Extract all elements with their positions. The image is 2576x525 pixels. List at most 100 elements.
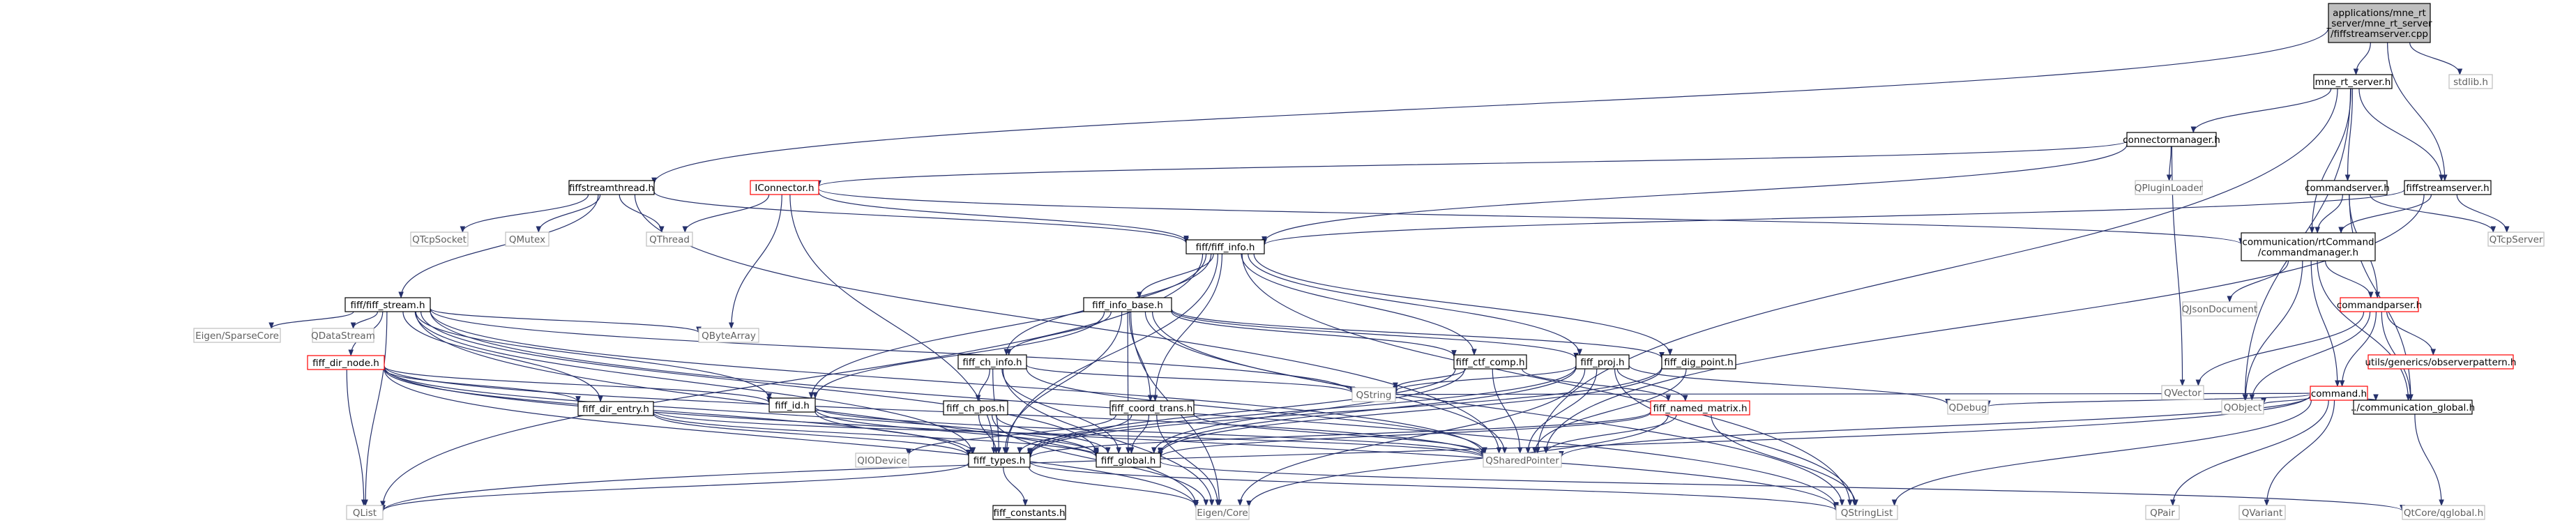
edge-commandmanager-to-qjsondocument xyxy=(2227,260,2289,303)
edge-fiffstreamthread-to-fiff_stream xyxy=(398,194,599,298)
edge-fiff_info-to-fiff_ctf_comp xyxy=(1241,253,1477,356)
node-label-fiff_types: fiff_types.h xyxy=(973,455,1026,466)
node-fiff_constants[interactable]: fiff_constants.h xyxy=(992,505,1066,520)
node-label-qpluginloader: QPluginLoader xyxy=(2135,183,2204,194)
edge-fiff_info_base-to-fiff_ctf_comp xyxy=(1171,311,1457,357)
edge-fiff_ch_info-to-qstring xyxy=(1026,364,1355,394)
node-fiff_ch_info[interactable]: fiff_ch_info.h xyxy=(957,354,1027,370)
node-connectormanager[interactable]: connectormanager.h xyxy=(2123,132,2220,147)
edge-commandparser-to-command xyxy=(2339,311,2377,387)
node-fiff_dig_point[interactable]: fiff_dig_point.h xyxy=(1661,354,1736,370)
edge-fiff_info_base-to-fiff_types xyxy=(1002,311,1123,454)
edge-fiff_info_base-to-qstringlist xyxy=(1151,311,1845,506)
edge-fiff_ch_pos-to-fiff_global xyxy=(995,414,1111,454)
node-eigensparse: Eigen/SparseCore xyxy=(193,328,281,343)
node-box-qjsondocument xyxy=(2182,301,2257,317)
node-box-qiodevice xyxy=(855,452,909,468)
edge-command-to-qvariant xyxy=(2264,400,2335,506)
node-box-commandparser xyxy=(2340,297,2419,312)
edge-fiff_dir_entry-to-fiff_types xyxy=(653,413,971,457)
edge-fiff_types-to-eigencore xyxy=(1029,466,1199,508)
node-utils_observer[interactable]: utils/generics/observerpattern.h xyxy=(2365,354,2517,370)
node-box-eigensparse xyxy=(193,328,281,343)
node-fiff_dir_node[interactable]: fiff_dir_node.h xyxy=(307,355,385,370)
node-fiff_coord_trans[interactable]: fiff_coord_trans.h xyxy=(1109,400,1195,416)
node-box-mne_rt_server xyxy=(2313,74,2393,89)
edge-fiff_coord_trans-to-fiff_global xyxy=(1128,414,1150,454)
node-label-fiff_ch_info: fiff_ch_info.h xyxy=(962,357,1022,368)
edge-fiffstreamthread-to-qmutex xyxy=(536,194,601,233)
node-iconnector[interactable]: IConnector.h xyxy=(750,180,819,195)
edge-fiff_global-to-qtcore_global xyxy=(1160,461,2405,512)
node-label-commandmanager: communication/rtCommand xyxy=(2242,237,2374,248)
edge-fiff_id-to-fiff_types xyxy=(815,411,976,454)
node-fiff_proj[interactable]: fiff_proj.h xyxy=(1575,354,1630,370)
node-fiff_ch_pos[interactable]: fiff_ch_pos.h xyxy=(943,400,1008,416)
edge-root-to-mne_rt_server xyxy=(2353,42,2371,75)
node-qdatastream: QDataStream xyxy=(311,328,375,343)
node-qobject: QObject xyxy=(2221,400,2264,415)
node-box-qtcpserver xyxy=(2487,231,2545,247)
node-fiffstreamthread[interactable]: fiffstreamthread.h xyxy=(568,180,655,195)
edge-commandserver-to-qtcpserver xyxy=(2370,194,2497,233)
node-fiff_info[interactable]: fiff/fiff_info.h xyxy=(1185,239,1265,254)
edge-fiff_info_base-to-fiff_dig_point xyxy=(1171,309,1665,359)
edge-fiff_stream-to-qbytearray xyxy=(430,307,702,334)
node-commandmanager[interactable]: communication/rtCommand/commandmanager.h xyxy=(2241,232,2376,261)
node-box-iconnector xyxy=(750,180,819,195)
edge-fiff_ch_info-to-fiff_ch_pos xyxy=(975,368,990,402)
node-command[interactable]: command.h xyxy=(2310,386,2368,401)
node-fiff_types[interactable]: fiff_types.h xyxy=(968,452,1031,468)
node-fiff_global[interactable]: fiff_global.h xyxy=(1096,452,1161,468)
edge-fiff_stream-to-fiff_id xyxy=(415,311,772,400)
node-label-qtcpserver: QTcpServer xyxy=(2490,234,2543,245)
node-commandserver[interactable]: commandserver.h xyxy=(2305,180,2390,195)
edge-commandmanager-to-commandparser xyxy=(2324,260,2374,298)
edge-fiff_info-to-fiff_info_base xyxy=(1137,253,1214,298)
node-communication_global[interactable]: ../communication_global.h xyxy=(2351,400,2475,415)
node-fiff_dir_entry[interactable]: fiff_dir_entry.h xyxy=(577,401,654,416)
node-box-fiffstreamserver xyxy=(2404,180,2492,195)
node-fiff_named_matrix[interactable]: fiff_named_matrix.h xyxy=(1650,400,1750,416)
node-box-commandmanager xyxy=(2241,232,2376,261)
node-mne_rt_server[interactable]: mne_rt_server.h xyxy=(2313,74,2393,89)
node-box-qpair xyxy=(2145,505,2180,520)
node-box-qpluginloader xyxy=(2135,180,2203,195)
edge-iconnector-to-qthread xyxy=(682,194,770,233)
edge-fiffstreamserver-to-qtcpserver xyxy=(2456,194,2510,233)
edge-fiffstreamthread-to-qthread xyxy=(619,194,665,233)
node-fiff_ctf_comp[interactable]: fiff_ctf_comp.h xyxy=(1453,354,1527,370)
edge-fiff_proj-to-qstring xyxy=(1393,365,1577,393)
node-fiff_id[interactable]: fiff_id.h xyxy=(768,397,816,413)
node-box-eigencore xyxy=(1195,505,1250,520)
node-label-fiffstreamthread: fiffstreamthread.h xyxy=(569,183,654,194)
node-box-qmutex xyxy=(505,231,550,247)
node-qpluginloader: QPluginLoader xyxy=(2135,180,2204,195)
node-box-fiff_constants xyxy=(992,505,1066,520)
edge-fiffstreamthread-to-qtcpsocket xyxy=(460,194,589,233)
edge-fiff_dig_point-to-fiff_types xyxy=(1027,367,1662,457)
node-qdebug: QDebug xyxy=(1947,400,1989,415)
node-label-communication_global: ../communication_global.h xyxy=(2351,402,2475,413)
node-fiff_info_base[interactable]: fiff_info_base.h xyxy=(1083,297,1172,312)
edge-fiff_stream-to-fiff_dir_entry xyxy=(402,311,603,402)
node-commandparser[interactable]: commandparser.h xyxy=(2337,297,2422,312)
node-label-fiff_global: fiff_global.h xyxy=(1101,455,1156,466)
edge-fiff_info-to-fiff_dig_point xyxy=(1253,253,1673,356)
node-label-eigencore: Eigen/Core xyxy=(1197,508,1248,519)
edge-fiff_ch_info-to-eigencore xyxy=(1002,368,1215,506)
node-box-command xyxy=(2310,386,2368,401)
edge-fiff_proj-to-qsharedpointer xyxy=(1525,368,1598,454)
node-fiffstreamserver[interactable]: fiffstreamserver.h xyxy=(2404,180,2492,195)
edge-fiff_stream-to-fiff_global xyxy=(421,311,1099,455)
node-label-qmutex: QMutex xyxy=(509,234,545,245)
node-fiff_stream[interactable]: fiff/fiff_stream.h xyxy=(344,297,431,312)
node-box-root xyxy=(2328,3,2431,43)
node-box-qtcore_global xyxy=(2402,505,2485,520)
edge-root-to-fiffstreamthread xyxy=(651,27,2329,185)
node-box-qobject xyxy=(2221,400,2264,415)
edge-connectormanager-to-iconnector xyxy=(816,140,2128,188)
node-label-fiff_proj: fiff_proj.h xyxy=(1580,357,1624,368)
node-qvariant: QVariant xyxy=(2238,505,2286,520)
edge-fiff_named_matrix-to-qsharedpointer xyxy=(1543,414,1677,454)
